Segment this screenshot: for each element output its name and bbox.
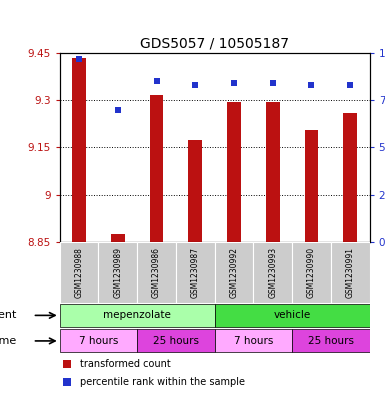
Text: GSM1230990: GSM1230990 (307, 246, 316, 298)
Bar (292, 242, 331, 303)
Title: GDS5057 / 10505187: GDS5057 / 10505187 (140, 37, 289, 50)
Text: 7 hours: 7 hours (234, 336, 273, 346)
Bar (99, 242, 137, 303)
Bar (227, 102, 241, 242)
Text: 25 hours: 25 hours (308, 336, 354, 346)
Text: GSM1230986: GSM1230986 (152, 247, 161, 298)
Bar (343, 113, 357, 242)
Bar (266, 102, 280, 242)
Text: 7 hours: 7 hours (79, 336, 118, 346)
Text: time: time (0, 336, 17, 346)
Bar (215, 242, 253, 303)
Bar (331, 242, 370, 303)
Bar (253, 242, 292, 303)
Text: percentile rank within the sample: percentile rank within the sample (80, 377, 245, 387)
Text: transformed count: transformed count (80, 359, 171, 369)
Bar (215, 304, 370, 327)
Bar (137, 329, 215, 353)
Bar (305, 130, 318, 242)
Text: 25 hours: 25 hours (153, 336, 199, 346)
Bar (72, 58, 86, 242)
Bar (60, 329, 137, 353)
Bar (176, 242, 214, 303)
Text: GSM1230993: GSM1230993 (268, 246, 277, 298)
Text: GSM1230987: GSM1230987 (191, 247, 200, 298)
Text: mepenzolate: mepenzolate (103, 310, 171, 320)
Bar (111, 234, 125, 242)
Text: agent: agent (0, 310, 17, 320)
Bar (215, 329, 292, 353)
Text: GSM1230989: GSM1230989 (113, 247, 122, 298)
Bar (60, 242, 99, 303)
Bar (137, 242, 176, 303)
Text: GSM1230992: GSM1230992 (229, 247, 239, 298)
Text: vehicle: vehicle (273, 310, 311, 320)
Text: GSM1230991: GSM1230991 (346, 247, 355, 298)
Bar (60, 304, 215, 327)
Text: GSM1230988: GSM1230988 (75, 247, 84, 298)
Bar (150, 95, 163, 242)
Bar (189, 140, 202, 242)
Bar (292, 329, 370, 353)
